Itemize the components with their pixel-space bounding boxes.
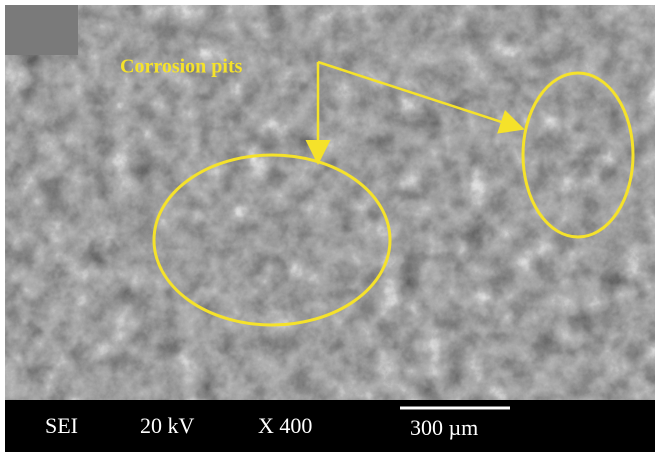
cover-patch [5,5,78,55]
sem-figure: Corrosion pits SEI 20 kV X 400 300 µm [0,0,658,458]
scale-bar-label: 300 µm [410,415,478,440]
annotation-label: Corrosion pits [120,56,243,78]
magnification: X 400 [258,413,312,438]
voltage: 20 kV [140,413,195,438]
micrograph-texture [5,5,655,400]
mode: SEI [45,413,78,438]
info-bar [5,400,655,452]
